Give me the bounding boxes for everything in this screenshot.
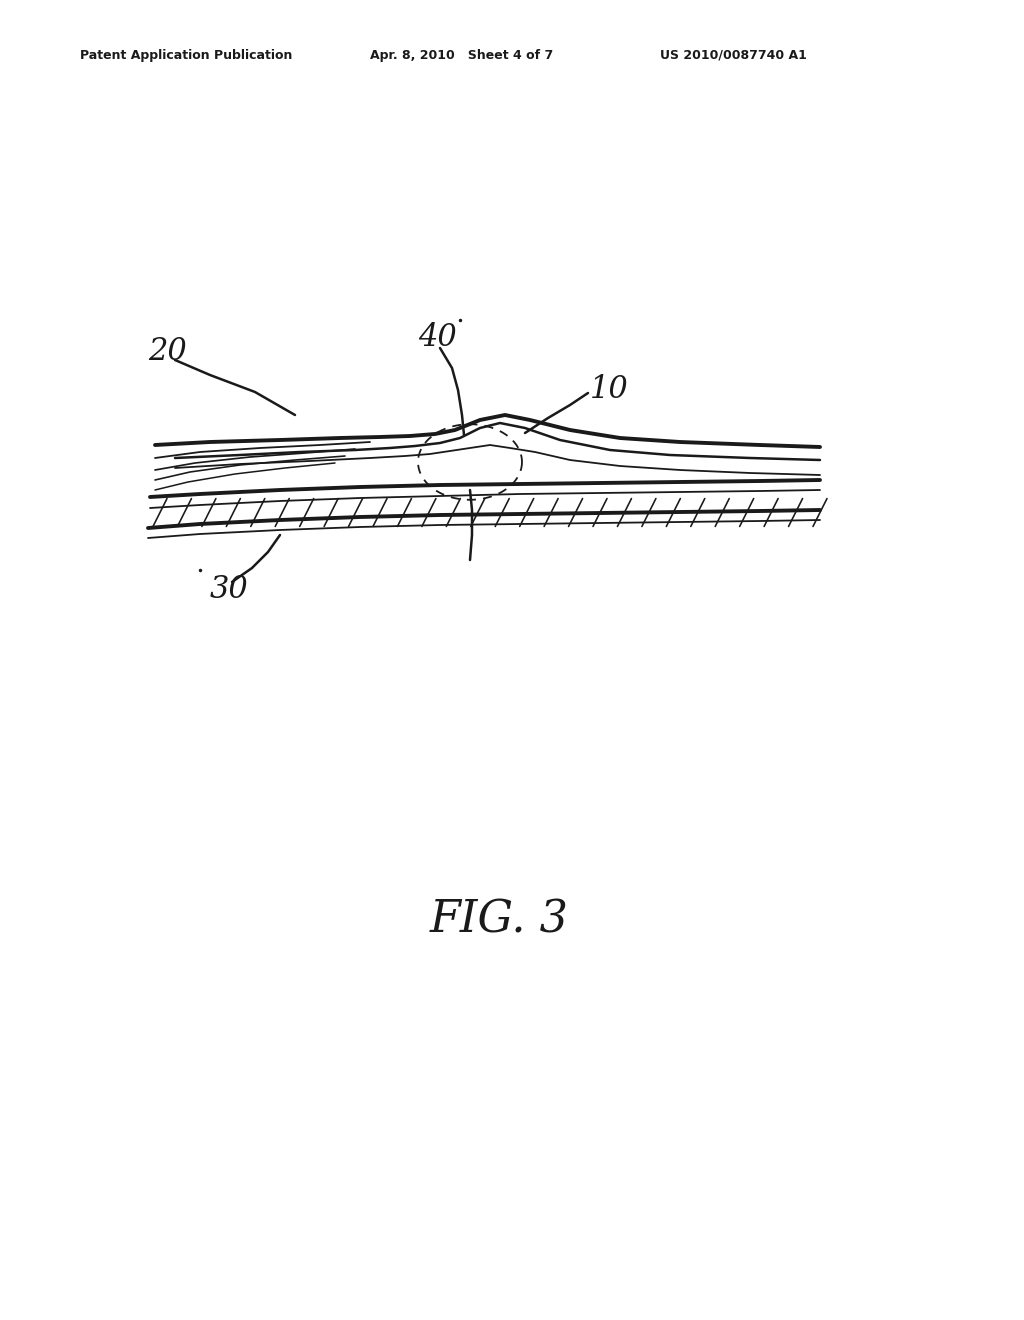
Text: Patent Application Publication: Patent Application Publication xyxy=(80,49,293,62)
Text: Apr. 8, 2010   Sheet 4 of 7: Apr. 8, 2010 Sheet 4 of 7 xyxy=(370,49,553,62)
Text: 40: 40 xyxy=(418,322,457,354)
Text: US 2010/0087740 A1: US 2010/0087740 A1 xyxy=(660,49,807,62)
Text: 30: 30 xyxy=(210,574,249,606)
Text: 20: 20 xyxy=(148,337,186,367)
Text: 10: 10 xyxy=(590,375,629,405)
Text: FIG. 3: FIG. 3 xyxy=(430,899,569,941)
